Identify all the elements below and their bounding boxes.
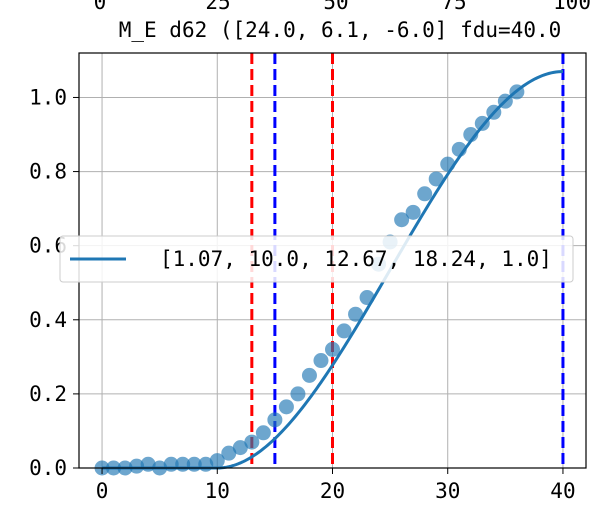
- data-point: [267, 412, 283, 428]
- x-tick-label: 40: [550, 479, 575, 503]
- top-tick-label: 0: [94, 0, 107, 14]
- legend-box: [59, 235, 574, 283]
- data-point: [313, 353, 329, 369]
- top-tick-label: 75: [441, 0, 466, 14]
- x-tick-label: 0: [96, 479, 109, 503]
- y-tick-label: 0.0: [29, 456, 67, 480]
- data-point: [221, 445, 237, 461]
- data-point: [440, 156, 456, 172]
- x-tick-label: 30: [435, 479, 460, 503]
- y-tick-label: 0.8: [29, 160, 67, 184]
- data-point: [359, 290, 375, 306]
- data-point: [497, 93, 513, 109]
- top-axis-ticks: 0255075100125: [94, 0, 591, 14]
- vertical-lines: [250, 53, 565, 468]
- top-tick-label: 50: [323, 0, 348, 14]
- y-tick-label: 0.2: [29, 382, 67, 406]
- data-point: [244, 434, 260, 450]
- legend: [1.07, 10.0, 12.67, 18.24, 1.0]: [59, 235, 574, 283]
- data-point: [509, 84, 525, 100]
- data-point: [405, 204, 421, 220]
- data-point: [301, 367, 317, 383]
- data-point: [290, 386, 306, 402]
- data-point: [394, 212, 410, 228]
- data-point: [463, 127, 479, 143]
- top-tick-label: 100: [553, 0, 591, 14]
- data-point: [348, 306, 364, 322]
- data-point: [336, 323, 352, 339]
- data-point: [474, 115, 490, 131]
- x-tick-label: 20: [320, 479, 345, 503]
- data-point: [209, 453, 225, 469]
- chart-title: M_E d62 ([24.0, 6.1, -6.0] fdu=40.0: [119, 18, 562, 42]
- legend-label: [1.07, 10.0, 12.67, 18.24, 1.0]: [160, 247, 552, 271]
- y-tick-label: 1.0: [29, 85, 67, 109]
- axes: 0 10 20 30 400.00.20.40.60.81.0: [29, 52, 587, 503]
- data-point: [451, 141, 467, 157]
- data-point: [255, 425, 271, 441]
- data-point: [232, 440, 248, 456]
- data-point: [486, 104, 502, 120]
- top-tick-label: 25: [205, 0, 230, 14]
- data-point: [278, 399, 294, 415]
- data-point: [417, 186, 433, 202]
- x-tick-label: 10: [205, 479, 230, 503]
- data-point: [129, 458, 145, 474]
- y-tick-label: 0.4: [29, 308, 67, 332]
- data-point: [325, 341, 340, 357]
- data-point: [428, 171, 444, 187]
